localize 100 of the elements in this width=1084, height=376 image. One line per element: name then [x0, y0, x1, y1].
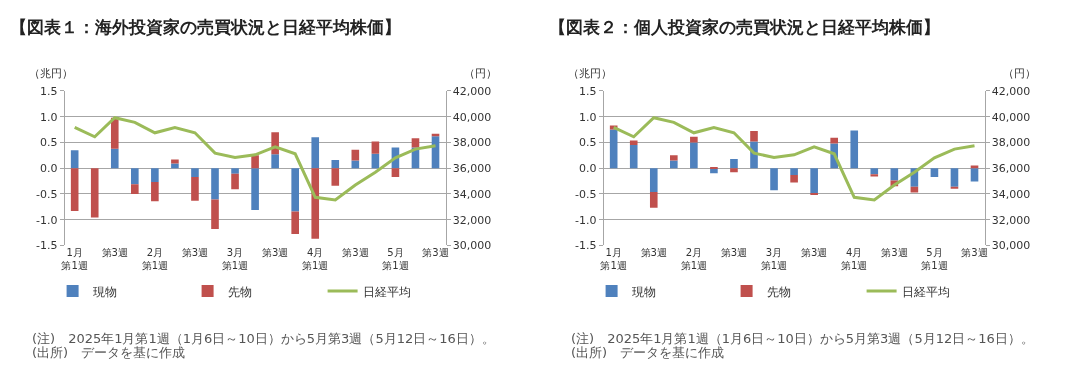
- y-tick-label: 1.0: [578, 110, 597, 124]
- bar: [331, 159, 340, 169]
- bar: [770, 168, 778, 191]
- y-tick-label: -1.5: [574, 239, 597, 253]
- y-tick-label: 1.5: [578, 84, 597, 98]
- line-series: [73, 116, 438, 202]
- y2-tick-label: 32,000: [452, 213, 492, 227]
- x-tick-label: 第3週: [101, 247, 128, 259]
- bar: [191, 168, 199, 177]
- bar: [251, 155, 259, 169]
- y-tick-label: 1.5: [39, 84, 58, 98]
- bar: [810, 168, 818, 194]
- y-tick-label: 0.5: [39, 136, 58, 150]
- y-tick-label: -1.5: [35, 239, 58, 253]
- bar: [890, 168, 899, 181]
- bar: [629, 140, 638, 146]
- bar: [670, 155, 678, 161]
- bar: [331, 168, 340, 186]
- y2-tick-label: 30,000: [991, 239, 1031, 253]
- y2-tick-label: 40,000: [452, 110, 492, 124]
- bar: [649, 168, 658, 192]
- bar: [90, 168, 99, 218]
- bar: [750, 131, 758, 142]
- bar: [950, 168, 959, 187]
- legend-label: 現物: [631, 284, 656, 299]
- bar: [151, 168, 159, 183]
- x-tick-label: 第3週: [422, 247, 449, 259]
- y2-tick-label: 34,000: [991, 187, 1031, 201]
- bar: [311, 168, 320, 239]
- bar: [70, 168, 79, 211]
- bar: [371, 141, 380, 154]
- legend-label: 日経平均: [362, 284, 411, 299]
- bar: [609, 129, 618, 169]
- bar: [110, 117, 119, 149]
- x-tick-label: 第3週: [342, 247, 369, 259]
- y2-tick-label: 42,000: [452, 84, 492, 98]
- bar: [870, 174, 879, 177]
- legend-label: 日経平均: [901, 284, 950, 299]
- x-tick-label: 5月第1週: [382, 247, 409, 272]
- bar: [131, 168, 139, 185]
- bar: [629, 145, 638, 169]
- y-tick-label: -1.0: [35, 213, 58, 227]
- text: (注) 2025年1月第1週（1月6日～10日）から5月第3週（5月12日～16日）。: [571, 331, 1034, 346]
- bar: [351, 160, 360, 169]
- x-tick-label: 3月第1週: [221, 247, 249, 272]
- bar: [930, 168, 939, 177]
- bar: [151, 182, 159, 202]
- y-tick-label: 0.0: [578, 162, 597, 176]
- bar: [131, 184, 139, 194]
- y2-tick-label: 40,000: [991, 110, 1031, 124]
- y-axis-title: （兆円）: [568, 67, 612, 80]
- bar: [311, 137, 320, 169]
- bar: [271, 154, 279, 169]
- y2-axis-title: （円）: [1003, 67, 1036, 80]
- x-tick-label: 第3週: [181, 247, 209, 259]
- y-tick-label: -0.5: [574, 187, 597, 201]
- y-tick-label: 0.5: [578, 136, 597, 150]
- bar: [231, 168, 239, 174]
- x-tick-label: 3月第1週: [760, 247, 788, 272]
- bar: [171, 163, 179, 169]
- bar: [411, 138, 420, 148]
- bar: [70, 150, 79, 169]
- bar: [649, 191, 658, 208]
- y2-tick-label: 30,000: [452, 239, 492, 253]
- bar: [110, 148, 119, 169]
- bar: [251, 168, 259, 210]
- y2-tick-label: 36,000: [452, 162, 492, 176]
- line-series: [612, 116, 977, 202]
- bar: [790, 168, 798, 175]
- bar: [231, 173, 239, 190]
- x-tick-label: 第3週: [261, 247, 289, 259]
- x-tick-label: 第3週: [881, 247, 908, 259]
- y2-axis-title: （円）: [464, 67, 497, 80]
- x-tick-label: 第3週: [961, 247, 988, 259]
- x-tick-label: 5月第1週: [921, 247, 948, 272]
- bar: [670, 160, 678, 169]
- legend-label: 先物: [766, 284, 791, 299]
- bar: [690, 136, 698, 143]
- x-tick-label: 1月第1週: [61, 247, 88, 272]
- x-tick-label: 4月第1週: [302, 247, 329, 272]
- bar: [291, 211, 299, 235]
- bar: [171, 159, 179, 164]
- text: (注) 2025年1月第1週（1月6日～10日）から5月第3週（5月12日～16日）。: [32, 331, 495, 346]
- bar: [830, 137, 838, 144]
- y-tick-label: 0.0: [39, 162, 58, 176]
- y2-tick-label: 38,000: [991, 136, 1031, 150]
- y2-tick-label: 42,000: [991, 84, 1031, 98]
- bar: [191, 176, 199, 201]
- y2-tick-label: 34,000: [452, 187, 492, 201]
- text: (出所) データを基に作成: [32, 345, 186, 360]
- bar: [730, 158, 738, 169]
- x-tick-label: 1月第1週: [600, 247, 627, 272]
- bar: [291, 168, 299, 212]
- x-tick-label: 2月第1週: [141, 247, 169, 272]
- bar: [690, 142, 698, 169]
- y-axis-title: （兆円）: [29, 67, 73, 80]
- bar: [790, 174, 798, 183]
- x-tick-label: 第3週: [720, 247, 748, 259]
- y-tick-label: 1.0: [39, 110, 58, 124]
- bar: [870, 168, 879, 175]
